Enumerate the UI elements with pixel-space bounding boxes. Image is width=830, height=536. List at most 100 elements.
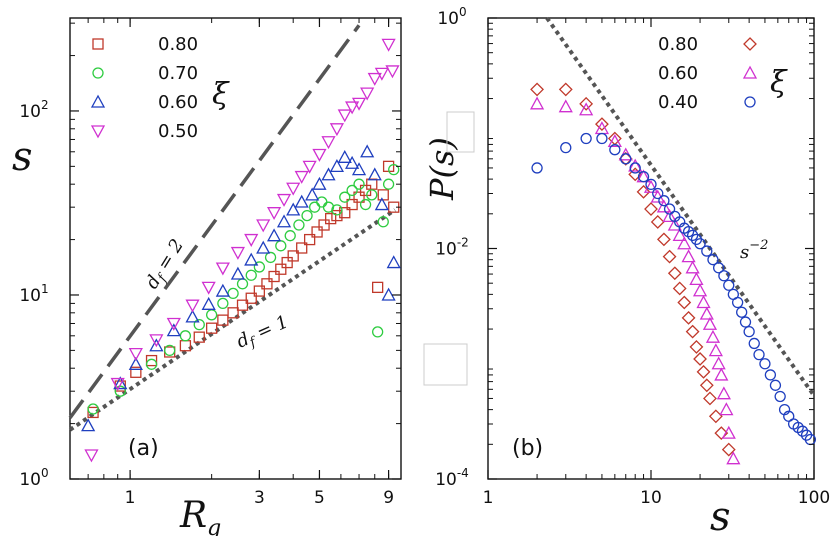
panel-b-point-0.60 [677, 236, 692, 250]
panel-a-point-0.50 [110, 377, 125, 391]
panel-a-point-0.80 [331, 209, 343, 222]
panel-b-point-0.80 [681, 310, 696, 325]
panel-b-point-0.40 [759, 358, 771, 370]
panel-a-point-0.80 [311, 226, 323, 238]
panel-a-point-0.70 [264, 251, 277, 264]
panel-a-point-0.50 [351, 97, 367, 111]
panel-a-point-0.50 [367, 72, 382, 86]
panel-a-point-0.80 [253, 285, 266, 297]
panel-b-point-0.80 [530, 82, 544, 97]
panel-a-series [81, 38, 401, 463]
panel-a-point-0.60 [321, 167, 336, 181]
panel-a-point-0.50 [149, 334, 164, 348]
panel-a-point-0.70 [331, 204, 343, 216]
panel-b-legend-label: 0.80 [658, 34, 698, 55]
panel-b-point-0.40 [652, 187, 664, 200]
panel-b-point-0.60 [702, 316, 718, 330]
panel-a-series-0.70 [87, 163, 400, 415]
panel-a-point-0.60 [215, 283, 230, 297]
panel-a-point-0.70 [217, 297, 229, 310]
panel-a-point-0.80 [346, 198, 358, 211]
panel-a-point-0.60 [374, 197, 389, 211]
panel-a-point-0.60 [201, 296, 216, 310]
panel-b-point-0.80 [595, 117, 609, 132]
panel-b-point-0.40 [769, 379, 782, 391]
panel-b-point-0.60 [529, 96, 545, 110]
panel-b-point-0.40 [637, 171, 650, 183]
panel-b-x-axis-label: s [710, 494, 731, 536]
panel-a-point-0.80 [366, 178, 378, 190]
panel-a-point-0.60 [337, 149, 352, 163]
panel-b-point-0.60 [705, 329, 721, 343]
panel-a-point-0.60 [113, 376, 128, 390]
panel-b-point-0.60 [672, 228, 687, 242]
panel-a-point-0.60 [360, 144, 375, 158]
panel-b-point-0.80 [618, 151, 633, 166]
panel-a-point-0.80 [130, 366, 142, 378]
panel-b-point-0.40 [531, 162, 543, 174]
placeholder-box-upper [446, 111, 475, 153]
panel-b-point-0.80 [644, 202, 658, 216]
panel-a-point-0.80 [268, 270, 280, 283]
panel-b-point-0.80 [558, 82, 573, 97]
panel-a-point-0.70 [227, 287, 239, 300]
panel-a-legend-marker-0.60 [90, 94, 106, 108]
panel-b-point-0.60 [681, 249, 696, 263]
panel-a-point-0.60 [386, 255, 401, 269]
panel-a-legend-title: ξ [212, 77, 230, 112]
panel-b-point-0.40 [620, 153, 632, 165]
panel-a-point-0.60 [230, 266, 245, 280]
panel-a-point-0.80 [303, 233, 316, 246]
panel-b-point-0.60 [716, 386, 731, 400]
panel-a-point-0.70 [372, 326, 384, 338]
panel-a-point-0.50 [185, 299, 200, 313]
panel-a-point-0.50 [230, 246, 245, 260]
panel-a-legend-marker-0.50 [90, 125, 106, 139]
panel-a-point-0.80 [179, 340, 192, 352]
panel-b-y-tick-exp: 0 [459, 5, 467, 19]
panel-b-point-0.60 [594, 121, 610, 135]
panel-b-point-0.40 [753, 348, 765, 361]
panel-b-y-tick-base: 10 [435, 240, 457, 260]
panel-b-point-0.40 [596, 132, 608, 145]
panel-a-point-0.70 [253, 261, 266, 273]
panel-a-y-tick-exp: 0 [41, 466, 49, 480]
panel-a-point-0.80 [227, 307, 239, 319]
panel-a-point-0.50 [294, 170, 309, 184]
panel-a-reference-line-1 [68, 208, 397, 432]
panel-a-point-0.60 [367, 167, 382, 181]
panel-b-point-0.60 [714, 367, 729, 381]
panel-a-point-0.50 [302, 160, 317, 174]
panel-a-point-0.70 [275, 240, 287, 252]
panel-a-legend-label: 0.80 [158, 34, 198, 55]
panel-b-point-0.60 [643, 179, 659, 193]
panel-a-y-tick-base: 10 [19, 470, 41, 490]
panel-a-legend-label: 0.50 [158, 121, 198, 142]
panel-a-x-tick-label: 9 [383, 488, 394, 508]
panel-b-point-0.40 [796, 425, 809, 437]
panel-a-x-tick-label: 3 [254, 488, 265, 508]
panel-a-label: (a) [128, 436, 159, 461]
panel-b-point-0.40 [764, 369, 777, 381]
panel-a-y-tick-exp: 2 [41, 98, 49, 112]
panel-b-point-0.40 [663, 203, 676, 215]
panel-a-point-0.60 [276, 214, 292, 228]
panel-a-point-0.80 [205, 322, 218, 334]
panel-b-y-tick-exp: -2 [457, 236, 469, 250]
panel-a-point-0.50 [329, 123, 345, 137]
panel-a-point-0.50 [201, 281, 216, 295]
panel-b-point-0.80 [714, 426, 729, 441]
panel-b-point-0.40 [682, 226, 695, 238]
panel-a-point-0.80 [339, 207, 351, 219]
panel-a-series-0.80 [87, 160, 400, 419]
panel-a-point-0.50 [128, 347, 143, 361]
panel-b-series-0.40 [531, 132, 817, 446]
panel-b-reference-line-0 [545, 16, 816, 397]
panel-a-x-axis-label: Rg [179, 495, 221, 536]
panel-b-point-0.60 [607, 134, 622, 148]
panel-a-point-0.80 [217, 314, 229, 326]
panel-a-x-tick-label: 5 [314, 488, 325, 508]
panel-a-point-0.60 [312, 176, 327, 190]
panel-b-y-tick-base: 10 [437, 9, 459, 29]
